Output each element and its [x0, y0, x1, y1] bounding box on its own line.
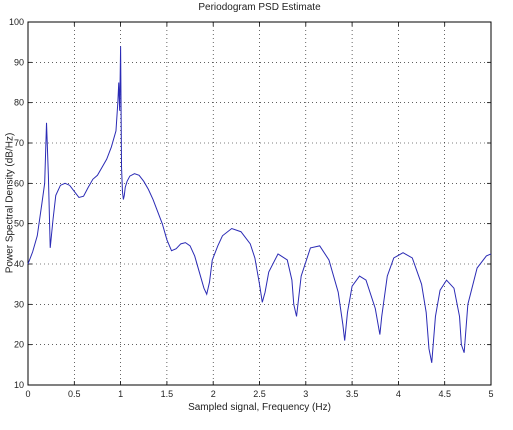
x-tick-label: 2.5	[253, 389, 266, 399]
y-tick-label: 40	[14, 259, 24, 269]
x-tick-label: 2	[211, 389, 216, 399]
y-tick-label: 80	[14, 98, 24, 108]
chart-title: Periodogram PSD Estimate	[198, 2, 321, 13]
axis-ticks	[27, 21, 492, 386]
x-tick-label: 3.5	[346, 389, 359, 399]
x-tick-label: 1	[118, 389, 123, 399]
psd-series-line	[27, 46, 492, 363]
x-tick-label: 0.5	[68, 389, 81, 399]
x-tick-label: 5	[488, 389, 493, 399]
y-axis-label: Power Spectral Density (dB/Hz)	[4, 132, 16, 274]
x-tick-labels: 0 0.5 1 1.5 2 2.5 3 3.5 4 4.5 5	[25, 389, 493, 399]
y-tick-labels: 10 20 30 40 50 60 70 80 90 100	[9, 17, 24, 390]
y-tick-label: 50	[14, 219, 24, 229]
y-tick-label: 10	[14, 380, 24, 390]
y-tick-label: 20	[14, 340, 24, 350]
x-tick-label: 4	[396, 389, 401, 399]
y-tick-label: 30	[14, 299, 24, 309]
y-tick-label: 70	[14, 138, 24, 148]
x-tick-label: 1.5	[161, 389, 174, 399]
y-tick-label: 60	[14, 178, 24, 188]
x-axis-label: Sampled signal, Frequency (Hz)	[188, 402, 331, 413]
x-tick-label: 0	[25, 389, 30, 399]
x-tick-label: 3	[303, 389, 308, 399]
y-tick-label: 90	[14, 57, 24, 67]
x-tick-label: 4.5	[438, 389, 451, 399]
y-tick-label: 100	[9, 17, 24, 27]
grid-lines	[28, 22, 491, 385]
